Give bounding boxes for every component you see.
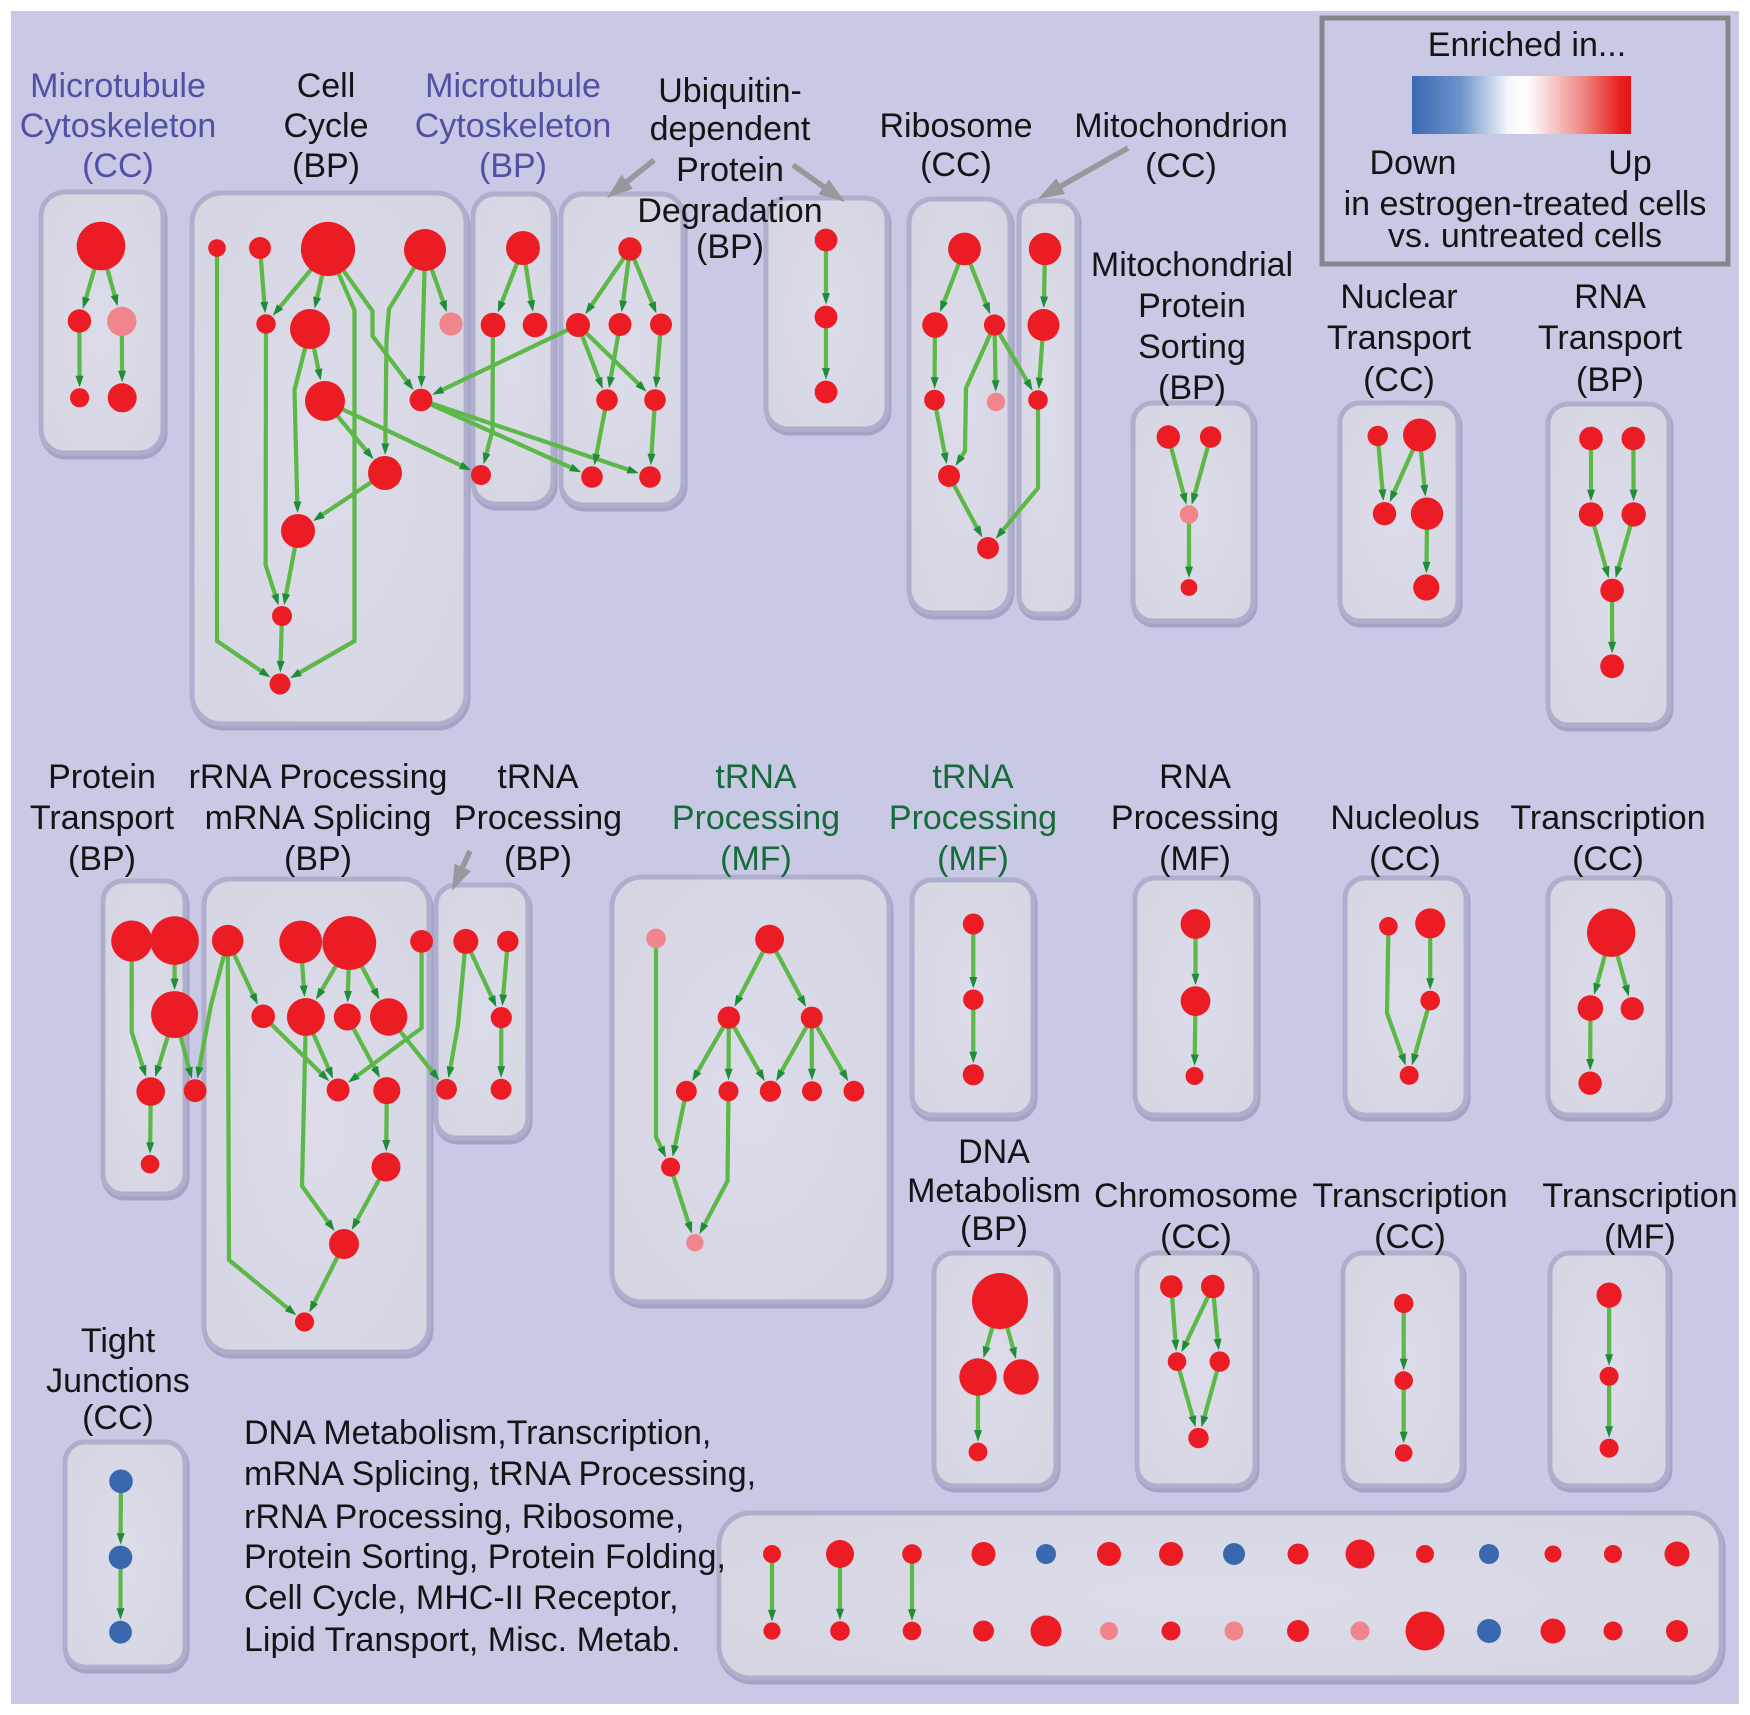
svg-text:Tight: Tight (81, 1322, 156, 1360)
svg-text:Protein Sorting, Protein Foldi: Protein Sorting, Protein Folding, (244, 1538, 726, 1576)
svg-text:Protein: Protein (48, 758, 156, 796)
svg-text:Ubiquitin-: Ubiquitin- (658, 72, 802, 110)
svg-text:Cytoskeleton: Cytoskeleton (415, 107, 612, 145)
svg-text:(BP): (BP) (292, 147, 360, 185)
svg-text:Mitochondrion: Mitochondrion (1074, 107, 1288, 145)
svg-text:(CC): (CC) (1145, 147, 1217, 185)
svg-text:Junctions: Junctions (46, 1362, 190, 1400)
svg-text:mRNA Splicing: mRNA Splicing (205, 799, 432, 837)
svg-text:RNA: RNA (1159, 758, 1231, 796)
svg-text:Processing: Processing (672, 799, 840, 837)
svg-text:vs. untreated cells: vs. untreated cells (1388, 217, 1662, 255)
svg-text:(BP): (BP) (696, 228, 764, 266)
svg-text:Transcription: Transcription (1542, 1177, 1737, 1215)
svg-text:Transcription: Transcription (1510, 799, 1705, 837)
svg-text:(CC): (CC) (1363, 361, 1435, 399)
svg-text:tRNA: tRNA (715, 758, 797, 796)
svg-text:(BP): (BP) (68, 840, 136, 878)
svg-text:Microtubule: Microtubule (30, 67, 206, 105)
svg-text:Processing: Processing (1111, 799, 1279, 837)
svg-text:(CC): (CC) (920, 146, 992, 184)
svg-text:Nuclear: Nuclear (1340, 278, 1457, 316)
svg-text:Down: Down (1370, 144, 1457, 182)
svg-text:Processing: Processing (889, 799, 1057, 837)
svg-text:Up: Up (1608, 144, 1651, 182)
svg-text:(MF): (MF) (1604, 1218, 1676, 1256)
svg-text:DNA Metabolism,Transcription,: DNA Metabolism,Transcription, (244, 1414, 711, 1452)
svg-text:Cell: Cell (297, 67, 356, 105)
svg-text:Protein: Protein (676, 151, 784, 189)
svg-text:RNA: RNA (1574, 278, 1646, 316)
svg-text:Metabolism: Metabolism (907, 1172, 1081, 1210)
svg-text:(BP): (BP) (1576, 361, 1644, 399)
svg-text:(BP): (BP) (284, 840, 352, 878)
svg-text:Lipid Transport, Misc. Metab.: Lipid Transport, Misc. Metab. (244, 1621, 681, 1659)
svg-text:Transcription: Transcription (1312, 1177, 1507, 1215)
svg-text:(BP): (BP) (1158, 369, 1226, 407)
svg-text:(CC): (CC) (82, 1399, 154, 1437)
svg-text:Mitochondrial: Mitochondrial (1091, 246, 1293, 284)
svg-text:Transport: Transport (1327, 319, 1472, 357)
svg-text:(CC): (CC) (1572, 840, 1644, 878)
svg-text:rRNA Processing, Ribosome,: rRNA Processing, Ribosome, (244, 1498, 684, 1536)
svg-text:Ribosome: Ribosome (879, 107, 1032, 145)
svg-text:rRNA Processing: rRNA Processing (189, 758, 448, 796)
svg-text:in estrogen-treated cells: in estrogen-treated cells (1344, 185, 1707, 223)
svg-text:Nucleolus: Nucleolus (1330, 799, 1479, 837)
svg-text:DNA: DNA (958, 1133, 1030, 1171)
svg-text:(BP): (BP) (479, 147, 547, 185)
svg-text:Cell Cycle, MHC-II Receptor,: Cell Cycle, MHC-II Receptor, (244, 1579, 679, 1617)
svg-text:Degradation: Degradation (637, 192, 822, 230)
svg-text:Chromosome: Chromosome (1094, 1177, 1298, 1215)
svg-text:Protein: Protein (1138, 287, 1246, 325)
svg-text:(CC): (CC) (1369, 840, 1441, 878)
svg-text:Microtubule: Microtubule (425, 67, 601, 105)
svg-text:Cytoskeleton: Cytoskeleton (20, 107, 217, 145)
svg-text:dependent: dependent (650, 110, 811, 148)
svg-text:(CC): (CC) (1374, 1218, 1446, 1256)
svg-text:Cycle: Cycle (283, 107, 368, 145)
svg-text:(MF): (MF) (937, 840, 1009, 878)
svg-text:tRNA: tRNA (932, 758, 1014, 796)
svg-text:(BP): (BP) (960, 1210, 1028, 1248)
svg-text:Transport: Transport (1538, 319, 1683, 357)
svg-text:tRNA: tRNA (497, 758, 579, 796)
svg-text:(CC): (CC) (1160, 1218, 1232, 1256)
svg-text:Sorting: Sorting (1138, 328, 1246, 366)
svg-text:Transport: Transport (30, 799, 175, 837)
svg-text:Enriched in...: Enriched in... (1428, 26, 1626, 64)
svg-text:(BP): (BP) (504, 840, 572, 878)
svg-text:mRNA Splicing, tRNA Processing: mRNA Splicing, tRNA Processing, (244, 1455, 756, 1493)
svg-text:Processing: Processing (454, 799, 622, 837)
svg-text:(MF): (MF) (1159, 840, 1231, 878)
svg-text:(CC): (CC) (82, 147, 154, 185)
svg-text:(MF): (MF) (720, 840, 792, 878)
